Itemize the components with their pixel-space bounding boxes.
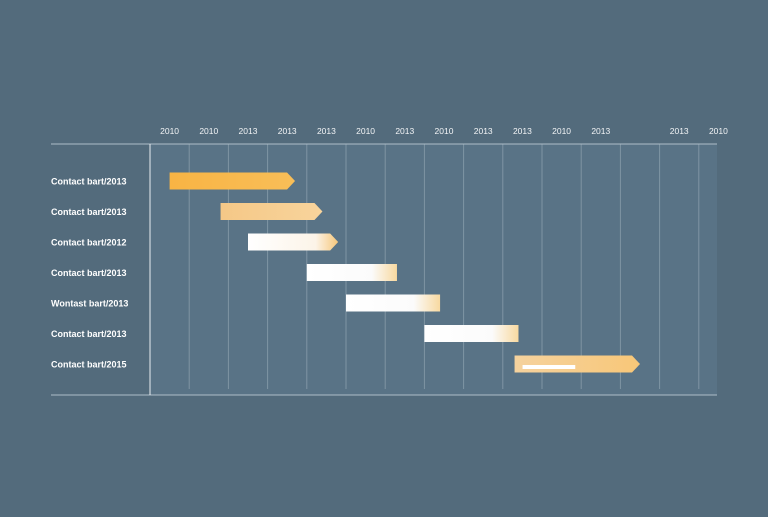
x-tick-label: 2010: [709, 126, 728, 136]
x-tick-label: 2013: [670, 126, 689, 136]
x-tick-label: 2010: [552, 126, 571, 136]
x-tick-label: 2013: [239, 126, 258, 136]
x-tick-label: 2010: [199, 126, 218, 136]
x-tick-label: 2010: [160, 126, 179, 136]
task-label: Contact bart/2015: [51, 360, 127, 370]
task-bar[interactable]: [169, 172, 296, 190]
task-bar[interactable]: [346, 294, 441, 312]
task-bar-highlight: [522, 365, 576, 369]
x-tick-label: 2010: [356, 126, 375, 136]
task-bar[interactable]: [220, 203, 323, 220]
task-label: Contact bart/2012: [51, 238, 127, 248]
x-tick-label: 2010: [435, 126, 454, 136]
x-tick-label: 2013: [317, 126, 336, 136]
task-label: Contact bart/2013: [51, 329, 127, 339]
task-label: Wontast bart/2013: [51, 299, 128, 309]
task-label: Contact bart/2013: [51, 207, 127, 217]
task-bar[interactable]: [306, 264, 397, 281]
x-tick-label: 2013: [513, 126, 532, 136]
task-bar[interactable]: [424, 325, 519, 342]
task-label: Contact bart/2013: [51, 268, 127, 278]
x-tick-label: 2013: [395, 126, 414, 136]
x-tick-label: 2013: [474, 126, 493, 136]
x-tick-label: 2013: [278, 126, 297, 136]
x-tick-label: 2013: [591, 126, 610, 136]
task-bar[interactable]: [514, 355, 640, 373]
task-label: Contact bart/2013: [51, 177, 127, 187]
task-bar[interactable]: [248, 233, 339, 251]
